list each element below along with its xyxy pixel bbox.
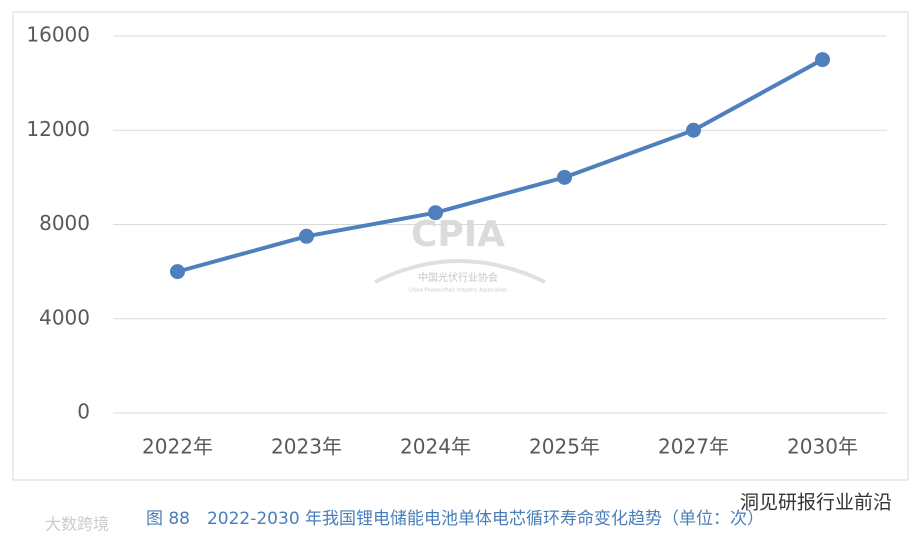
x-tick-label: 2023年 — [271, 435, 342, 459]
point — [428, 205, 443, 221]
line — [176, 57, 824, 274]
point — [170, 264, 185, 280]
point — [686, 122, 701, 138]
x-tick-label: 2025年 — [529, 435, 600, 459]
y-tick-label: 4000 — [39, 305, 90, 329]
chart-frame — [12, 11, 909, 481]
point — [815, 52, 830, 68]
point — [557, 169, 572, 185]
source-tag: 洞见研报行业前沿 — [740, 492, 892, 514]
x-tick-label: 2030年 — [787, 435, 858, 459]
y-tick-label: 16000 — [26, 23, 90, 47]
x-tick-label: 2022年 — [142, 435, 213, 459]
point — [299, 228, 314, 244]
watermark-logo: CPIA — [411, 214, 505, 255]
watermark-name: 中国光伏行业协会 — [418, 271, 498, 284]
y-tick-label: 0 — [77, 400, 90, 424]
y-tick-label: 8000 — [39, 211, 90, 235]
watermark-name-en: China Photovoltaic Industry Association — [409, 288, 508, 294]
chart-title: 图 88 2022-2030 年我国锂电储能电池单体电芯循环寿命变化趋势（单位：… — [146, 509, 764, 529]
source-tag: 大数跨境 — [45, 515, 109, 534]
watermark-arc — [374, 259, 546, 284]
x-tick-label: 2027年 — [658, 435, 729, 459]
watermark: CPIA 中国光伏行业协会 China Photovoltaic Industr… — [374, 214, 546, 294]
y-tick-label: 12000 — [26, 117, 90, 141]
x-tick-label: 2024年 — [400, 435, 471, 459]
